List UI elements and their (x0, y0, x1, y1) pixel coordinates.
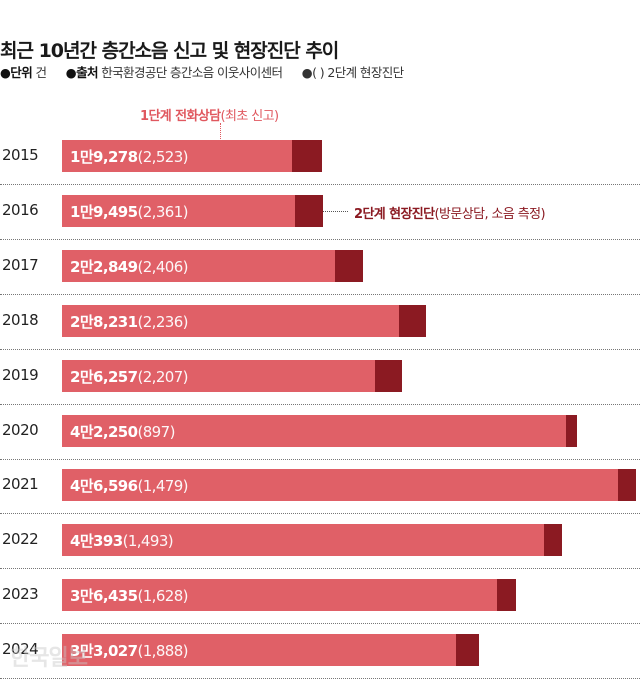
stage1-value: 4만2,250 (70, 422, 138, 441)
stage1-value: 3만6,435 (70, 587, 138, 606)
year-label: 2019 (2, 365, 39, 384)
year-label: 2024 (2, 640, 39, 659)
bar-stage2 (292, 140, 323, 172)
stage2-value: (1,479) (137, 477, 188, 496)
unit-label: ●단위 (0, 65, 33, 80)
bar-value-label: 2만6,257(2,207) (70, 366, 189, 387)
source-value: 한국환경공단 층간소음 이웃사이센터 (101, 65, 283, 80)
stage2-value: (2,207) (137, 367, 188, 386)
bar-stage1 (62, 249, 335, 282)
year-label: 2021 (2, 475, 39, 494)
row-separator (0, 403, 640, 405)
row-separator (0, 623, 640, 625)
bar-stage2 (618, 469, 636, 502)
stage1-annotation: 1단계 전화상담(최초 신고) (140, 105, 280, 124)
row-separator (0, 568, 640, 570)
watermark-logo: 한국일보 (10, 646, 88, 671)
chart-title: 최근 10년간 층간소음 신고 및 현장진단 추이 (0, 40, 339, 62)
unit-value: 건 (35, 65, 47, 80)
bar-stage1 (62, 634, 457, 667)
bar-stage1 (62, 579, 497, 612)
row-separator (0, 458, 640, 460)
bar-value-label: 3만3,027(1,888) (70, 640, 189, 661)
bar-stage2 (334, 249, 364, 282)
stage1-note: (최초 신고) (220, 109, 280, 124)
bar-value-label: 1만9,495(2,361) (70, 201, 189, 222)
stage2-label: 2단계 현장진단 (354, 207, 435, 222)
bar-stage1 (62, 359, 376, 392)
bar-stage1 (62, 194, 295, 227)
stage1-leader-line (220, 123, 221, 145)
bar-value-label: 4만393(1,493) (70, 530, 174, 551)
stage2-note: (방문상담, 소음 측정) (434, 207, 546, 222)
bar-stage1 (62, 414, 567, 447)
bar-value-label: 3만6,435(1,628) (70, 585, 189, 606)
bar-stage2 (544, 524, 562, 557)
stage1-value: 3만3,027 (70, 642, 138, 661)
stage1-value: 4만393 (70, 532, 123, 551)
row-separator (0, 293, 640, 295)
year-label: 2017 (2, 255, 39, 274)
stage1-value: 2만6,257 (70, 367, 138, 386)
bar-value-label: 1만9,278(2,523) (70, 146, 189, 167)
stage2-value: (2,361) (137, 202, 188, 221)
stage1-value: 1만9,495 (70, 202, 138, 221)
stage1-value: 1만9,278 (70, 148, 138, 166)
source-label: ●출처 (65, 65, 99, 80)
bar-stage2 (566, 414, 577, 447)
year-label: 2020 (2, 420, 39, 439)
row-separator (0, 513, 640, 515)
paren-note: ●( ) 2단계 현장진단 (301, 65, 404, 80)
stage2-value: (2,236) (137, 312, 188, 331)
bar-stage2 (398, 304, 426, 337)
row-separator (0, 184, 640, 185)
bar-stage1 (62, 524, 545, 557)
bar-value-label: 4만6,596(1,479) (70, 475, 189, 496)
stage2-value: (2,523) (137, 148, 188, 166)
bar-value-label: 2만8,231(2,236) (70, 311, 189, 332)
stage2-value: (1,493) (122, 532, 174, 551)
stage1-value: 2만8,231 (70, 312, 138, 331)
year-label: 2022 (2, 530, 39, 549)
stage2-value: (1,888) (137, 642, 188, 661)
stage2-value: (2,406) (137, 257, 188, 276)
year-label: 2023 (2, 585, 39, 604)
row-separator (0, 348, 640, 350)
stage1-value: 4만6,596 (70, 477, 138, 496)
stage2-value: (897) (137, 422, 175, 441)
bar-value-label: 4만2,250(897) (70, 421, 175, 442)
bar-stage1 (62, 469, 619, 502)
year-label: 2015 (2, 146, 39, 164)
bar-stage1 (62, 304, 399, 337)
bar-stage2 (496, 579, 517, 612)
stage1-label: 1단계 전화상담 (140, 109, 221, 124)
bar-value-label: 2만2,849(2,406) (70, 256, 189, 277)
year-label: 2018 (2, 310, 39, 329)
stage1-value: 2만2,849 (70, 257, 138, 276)
bar-stage2 (375, 359, 402, 392)
chart-meta: ●단위 건 ●출처 한국환경공단 층간소음 이웃사이센터 ●( ) 2단계 현장… (0, 62, 412, 81)
stage2-annotation: 2단계 현장진단(방문상담, 소음 측정) (354, 203, 546, 222)
row-separator (0, 678, 640, 680)
row-separator (0, 238, 640, 240)
stage2-leader-line (314, 211, 348, 212)
year-label: 2016 (2, 200, 39, 219)
bar-stage2 (456, 634, 479, 667)
bar-stage1 (62, 140, 293, 172)
stage2-value: (1,628) (137, 587, 188, 606)
bar-stage2 (294, 194, 323, 227)
